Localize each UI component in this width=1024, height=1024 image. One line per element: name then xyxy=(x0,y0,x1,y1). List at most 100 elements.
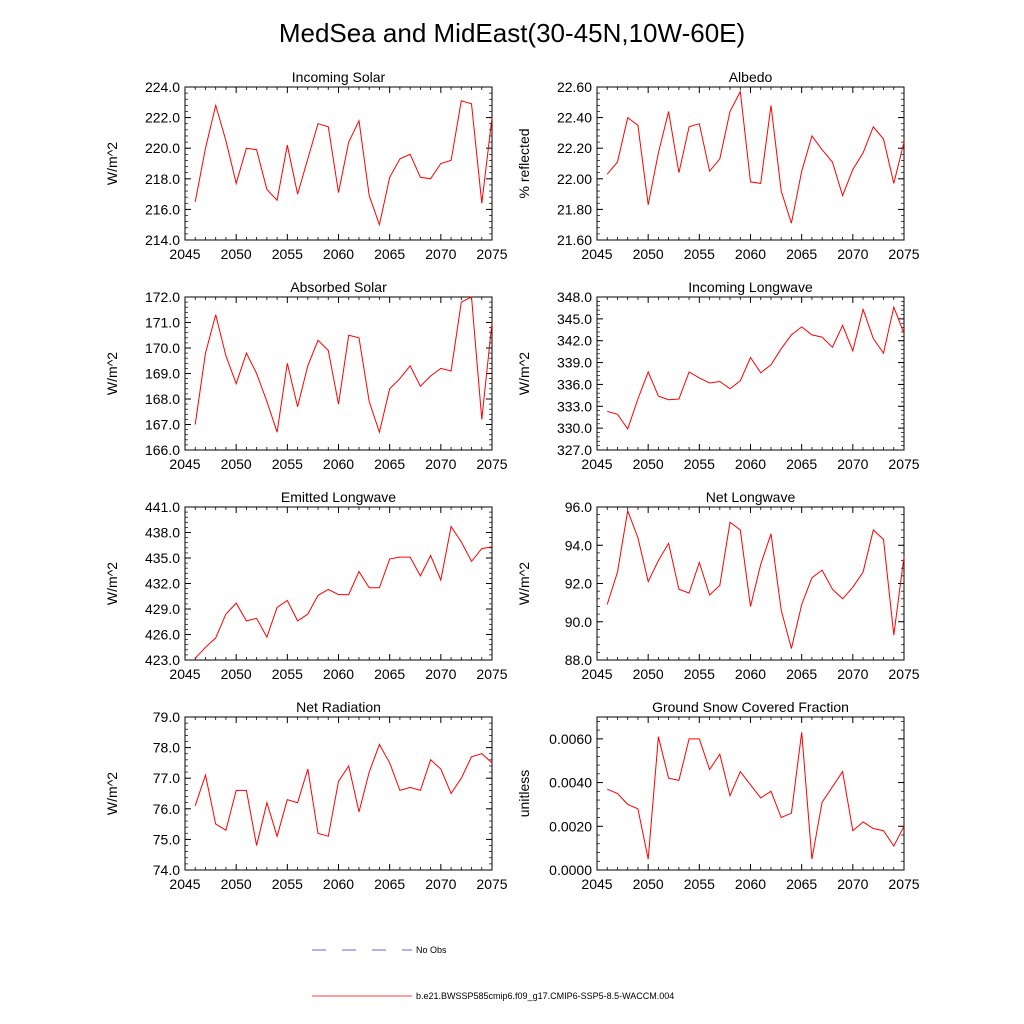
y-tick-label: 0.0040 xyxy=(549,775,592,791)
y-tick-label: 330.0 xyxy=(557,420,592,436)
y-tick-label: 22.20 xyxy=(557,140,592,156)
y-axis-label: W/m^2 xyxy=(104,772,120,815)
x-tick-label: 2045 xyxy=(169,246,200,262)
panel-title: Absorbed Solar xyxy=(290,279,387,295)
series-line xyxy=(606,89,905,224)
x-tick-label: 2075 xyxy=(888,666,919,682)
x-tick-label: 2055 xyxy=(684,456,715,472)
x-tick-label: 2060 xyxy=(735,876,766,892)
y-tick-label: 423.0 xyxy=(145,652,180,668)
y-axis-label: W/m^2 xyxy=(104,562,120,605)
x-tick-label: 2055 xyxy=(272,876,303,892)
y-tick-label: 88.0 xyxy=(565,652,592,668)
y-tick-label: 222.0 xyxy=(145,110,180,126)
x-tick-label: 2065 xyxy=(786,246,817,262)
x-tick-label: 2050 xyxy=(221,456,252,472)
y-tick-label: 339.0 xyxy=(557,355,592,371)
legend-label-no-obs: No Obs xyxy=(416,945,447,955)
y-tick-label: 429.0 xyxy=(145,601,180,617)
x-tick-label: 2060 xyxy=(735,666,766,682)
panel-title: Net Longwave xyxy=(706,489,796,505)
y-tick-label: 168.0 xyxy=(145,391,180,407)
x-tick-label: 2045 xyxy=(169,876,200,892)
y-tick-label: 79.0 xyxy=(153,709,180,725)
plot-frame xyxy=(596,506,905,661)
panel-title: Incoming Longwave xyxy=(688,279,813,295)
series-line xyxy=(606,508,905,649)
x-tick-label: 2055 xyxy=(684,876,715,892)
y-tick-label: 92.0 xyxy=(565,576,592,592)
plot-frame xyxy=(596,716,905,871)
series-line xyxy=(194,100,493,227)
series-line xyxy=(607,732,905,860)
y-tick-label: 214.0 xyxy=(145,232,180,248)
panel-title: Emitted Longwave xyxy=(281,489,396,505)
panel-net-longwave: Net Longwave W/m^2 2045 2050 2055 2060 2065 207… xyxy=(516,489,920,682)
y-axis-label: % reflected xyxy=(516,128,532,198)
x-tick-label: 2070 xyxy=(425,456,456,472)
y-axis-label: W/m^2 xyxy=(516,562,532,605)
series-line xyxy=(194,743,493,846)
panel-albedo: Albedo % reflected 2045 2050 2055 2060 2065 207… xyxy=(516,69,920,262)
x-tick-label: 2050 xyxy=(633,876,664,892)
x-tick-label: 2070 xyxy=(425,876,456,892)
y-tick-label: 426.0 xyxy=(145,627,180,643)
x-tick-label: 2065 xyxy=(374,456,405,472)
legend: No Obs b.e21.BWSSP585cmip6.f09_g17.CMIP6… xyxy=(312,945,674,1001)
x-tick-label: 2060 xyxy=(323,876,354,892)
y-tick-label: 167.0 xyxy=(145,417,180,433)
x-tick-label: 2045 xyxy=(169,456,200,472)
x-tick-label: 2055 xyxy=(684,666,715,682)
x-tick-label: 2050 xyxy=(633,456,664,472)
y-tick-label: 166.0 xyxy=(145,442,180,458)
y-tick-label: 333.0 xyxy=(557,398,592,414)
series-line xyxy=(194,296,493,435)
x-tick-label: 2075 xyxy=(888,876,919,892)
x-tick-label: 2055 xyxy=(272,246,303,262)
x-tick-label: 2045 xyxy=(581,876,612,892)
x-tick-label: 2060 xyxy=(323,246,354,262)
y-tick-label: 327.0 xyxy=(557,442,592,458)
x-tick-label: 2050 xyxy=(221,876,252,892)
y-tick-label: 218.0 xyxy=(145,171,180,187)
panel-title: Ground Snow Covered Fraction xyxy=(652,699,849,715)
y-tick-label: 21.80 xyxy=(557,201,592,217)
y-tick-label: 74.0 xyxy=(153,862,180,878)
x-tick-label: 2055 xyxy=(272,456,303,472)
x-tick-label: 2075 xyxy=(476,876,507,892)
y-tick-label: 224.0 xyxy=(145,79,180,95)
y-tick-label: 78.0 xyxy=(153,740,180,756)
panel-incoming-longwave: Incoming Longwave W/m^2 2045 2050 2055 2060 20… xyxy=(516,279,920,472)
x-tick-label: 2075 xyxy=(888,456,919,472)
x-tick-label: 2065 xyxy=(786,666,817,682)
y-tick-label: 169.0 xyxy=(145,366,180,382)
plot-frame xyxy=(184,716,493,871)
y-tick-label: 432.0 xyxy=(145,576,180,592)
legend-label-model: b.e21.BWSSP585cmip6.f09_g17.CMIP6-SSP5-8… xyxy=(416,991,674,1001)
y-tick-label: 0.0020 xyxy=(549,818,592,834)
plot-frame xyxy=(596,296,905,451)
y-tick-label: 90.0 xyxy=(565,614,592,630)
x-tick-label: 2070 xyxy=(837,246,868,262)
x-tick-label: 2075 xyxy=(476,456,507,472)
y-axis-label: W/m^2 xyxy=(516,352,532,395)
figure-title: MedSea and MidEast(30-45N,10W-60E) xyxy=(279,18,745,48)
y-tick-label: 77.0 xyxy=(153,770,180,786)
x-tick-label: 2045 xyxy=(581,456,612,472)
panel-absorbed-solar: Absorbed Solar W/m^2 2045 2050 2055 2060 2065 2… xyxy=(104,279,508,472)
x-tick-label: 2050 xyxy=(221,246,252,262)
x-tick-label: 2060 xyxy=(735,246,766,262)
x-tick-label: 2075 xyxy=(476,246,507,262)
panel-incoming-solar: Incoming Solar W/m^2 2045 2050 2055 2060 2065 2… xyxy=(104,69,508,262)
y-axis-label: W/m^2 xyxy=(104,352,120,395)
panel-title: Net Radiation xyxy=(296,699,381,715)
y-tick-label: 172.0 xyxy=(145,289,180,305)
x-tick-label: 2065 xyxy=(786,456,817,472)
x-tick-label: 2060 xyxy=(323,666,354,682)
panel-net-radiation: Net Radiation W/m^2 2045 2050 2055 2060 2065 20… xyxy=(104,699,508,892)
x-tick-label: 2070 xyxy=(837,876,868,892)
series-line xyxy=(194,525,493,659)
y-tick-label: 21.60 xyxy=(557,232,592,248)
x-tick-label: 2050 xyxy=(633,666,664,682)
